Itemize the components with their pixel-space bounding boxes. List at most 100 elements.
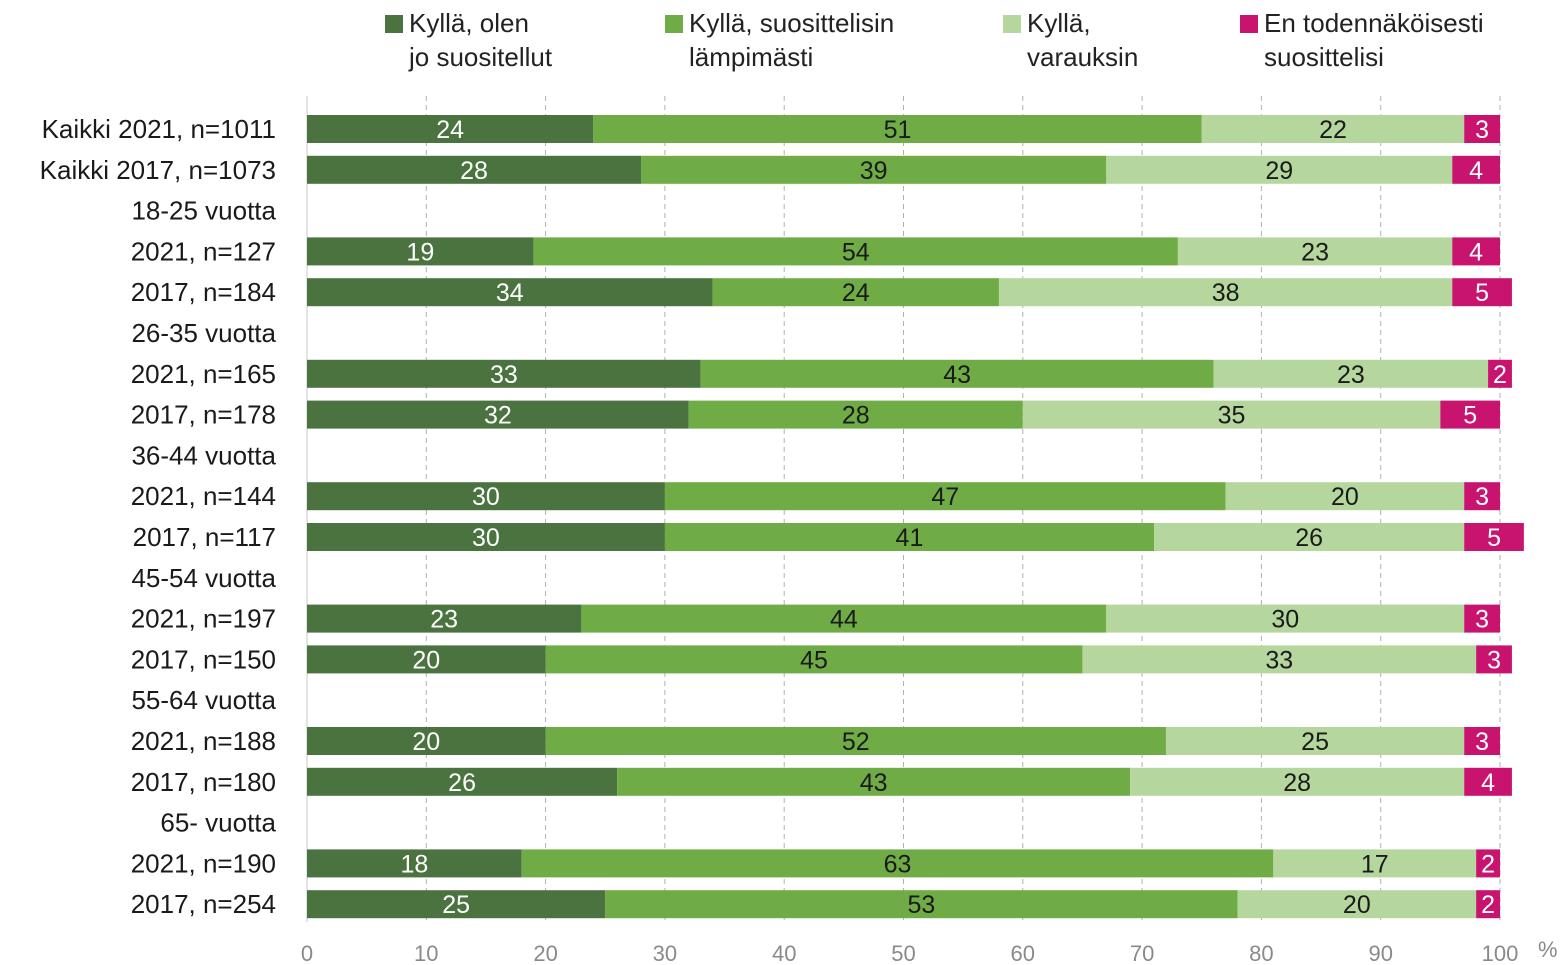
- bar-segment: [545, 645, 1083, 674]
- data-label: 28: [842, 402, 870, 430]
- bar-segment: [533, 237, 1178, 266]
- data-label: 35: [1218, 402, 1246, 430]
- bar-segment: [617, 767, 1131, 796]
- bar-segment: [307, 849, 522, 878]
- bar-segment: [1440, 400, 1500, 429]
- data-label: 5: [1463, 402, 1477, 430]
- category-label: 55-64 vuotta: [131, 685, 276, 715]
- category-label: 2017, n=184: [131, 277, 276, 307]
- bar-segment: [1464, 727, 1500, 755]
- data-label: 33: [1265, 646, 1293, 674]
- category-label: 2021, n=127: [131, 236, 276, 266]
- bar-segment: [307, 645, 546, 674]
- category-label: 2017, n=117: [133, 522, 276, 552]
- data-label: 29: [1265, 157, 1293, 185]
- data-label: 2: [1493, 361, 1507, 389]
- data-label: 30: [1271, 606, 1299, 634]
- bar-segment: [1130, 767, 1465, 796]
- bar-segment: [1476, 849, 1500, 878]
- data-label: 23: [1337, 361, 1365, 389]
- bar-segment: [1165, 727, 1465, 755]
- legend: Kyllä, olen jo suositellut Kyllä, suositt…: [0, 6, 1561, 86]
- bar-segment: [1082, 645, 1477, 674]
- category-label: 65- vuotta: [160, 808, 276, 838]
- legend-label: Kyllä, varauksin: [1027, 8, 1139, 72]
- data-label: 4: [1481, 769, 1495, 797]
- x-tick-label: 90: [1368, 941, 1392, 965]
- legend-item: En todennäköisesti suosittelisi: [1240, 6, 1484, 74]
- data-label: 30: [472, 483, 500, 511]
- bar-segment: [593, 115, 1202, 143]
- bar-segment: [1464, 482, 1500, 511]
- legend-item: Kyllä, varauksin: [1003, 6, 1138, 74]
- bar-segment: [307, 400, 689, 429]
- bar-segment: [1464, 523, 1524, 551]
- data-label: 23: [1301, 238, 1329, 266]
- bar-segment: [307, 890, 606, 919]
- bar-segment: [1464, 604, 1500, 633]
- data-label: 24: [842, 279, 870, 307]
- data-label: 28: [460, 157, 488, 185]
- data-label: 18: [400, 850, 428, 878]
- bar-segment: [1237, 890, 1477, 919]
- x-tick-label: 20: [533, 941, 557, 965]
- data-label: 26: [1295, 524, 1323, 552]
- legend-item: Kyllä, olen jo suositellut: [385, 6, 552, 74]
- x-unit-label: %: [1538, 937, 1558, 962]
- bars: 24 51 22 328 39 29 419 54 23 434 24 38 533 43 23 232 28 3…: [307, 115, 1524, 919]
- category-label: 36-44 vuotta: [131, 440, 276, 470]
- bar-segment: [307, 278, 713, 307]
- data-label: 44: [830, 606, 858, 634]
- x-tick-label: 50: [891, 941, 915, 965]
- bar-segment: [307, 482, 665, 511]
- x-tick-label: 0: [301, 941, 313, 965]
- legend-label: Kyllä, olen jo suositellut: [409, 8, 553, 72]
- data-label: 3: [1475, 116, 1489, 144]
- data-label: 52: [842, 728, 870, 756]
- bar-segment: [998, 278, 1453, 307]
- legend-label: Kyllä, suosittelisin lämpimästi: [689, 8, 895, 72]
- category-label: 26-35 vuotta: [131, 318, 276, 348]
- data-label: 47: [931, 483, 959, 511]
- legend-swatch: [665, 15, 683, 33]
- bar-segment: [307, 359, 701, 388]
- bar-segment: [1464, 115, 1500, 143]
- legend-swatch: [1003, 15, 1021, 33]
- data-label: 53: [907, 891, 935, 919]
- data-label: 51: [884, 116, 912, 144]
- data-label: 3: [1475, 728, 1489, 756]
- bar-segment: [545, 727, 1166, 755]
- bar-segment: [1476, 890, 1500, 919]
- bar-segment: [712, 278, 999, 307]
- bar-segment: [1476, 645, 1512, 674]
- category-label: 2021, n=144: [131, 481, 276, 511]
- data-label: 3: [1475, 606, 1489, 634]
- data-label: 24: [436, 116, 464, 144]
- bar-segment: [307, 604, 582, 633]
- data-label: 20: [412, 646, 440, 674]
- bar-segment: [1213, 359, 1489, 388]
- data-label: 43: [943, 361, 971, 389]
- data-label: 17: [1361, 850, 1389, 878]
- bar-segment: [1154, 523, 1465, 551]
- data-label: 5: [1475, 279, 1489, 307]
- x-tick-label: 10: [414, 941, 438, 965]
- bar-segment: [664, 523, 1155, 551]
- bar-segment: [1488, 359, 1512, 388]
- bar-segment: [1106, 604, 1465, 633]
- bar-segment: [1464, 767, 1512, 796]
- bar-segment: [307, 155, 642, 184]
- data-label: 41: [896, 524, 924, 552]
- category-label: 45-54 vuotta: [131, 563, 276, 593]
- data-label: 20: [1331, 483, 1359, 511]
- data-label: 22: [1319, 116, 1347, 144]
- category-label: 2021, n=197: [131, 604, 276, 634]
- data-label: 25: [1301, 728, 1329, 756]
- category-label: 2021, n=188: [131, 726, 276, 756]
- bar-segment: [1273, 849, 1477, 878]
- legend-item: Kyllä, suosittelisin lämpimästi: [665, 6, 894, 74]
- bar-segment: [521, 849, 1274, 878]
- category-label: Kaikki 2017, n=1073: [40, 155, 276, 185]
- data-label: 26: [448, 769, 476, 797]
- bar-segment: [1177, 237, 1453, 266]
